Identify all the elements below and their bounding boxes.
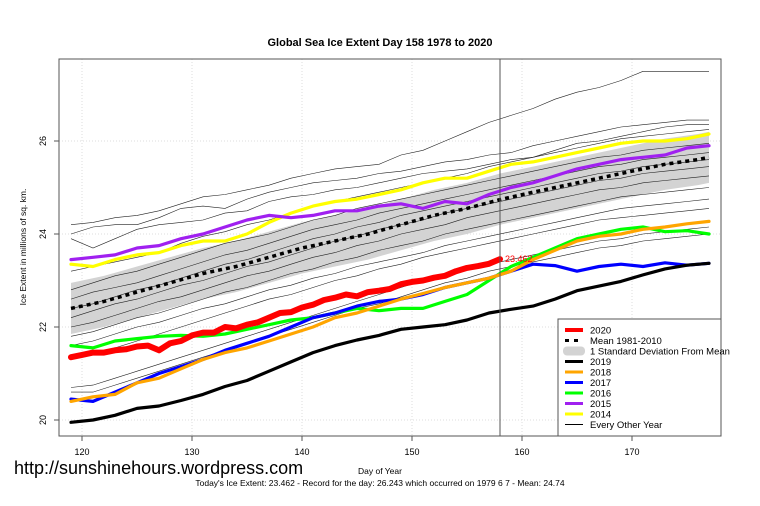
other-year-line-10 xyxy=(70,198,710,346)
x-tick-label-170: 170 xyxy=(624,447,639,457)
legend-label-3: 2019 xyxy=(590,357,611,368)
x-tick-label-160: 160 xyxy=(514,447,529,457)
legend-label-6: 2016 xyxy=(590,389,611,400)
other-year-line-4 xyxy=(70,143,710,291)
legend-box xyxy=(557,318,722,437)
legend-label-5: 2017 xyxy=(590,378,611,389)
current-value-label: 23.462 xyxy=(505,254,533,264)
other-year-line-6 xyxy=(70,159,710,309)
legend-label-0: 2020 xyxy=(590,326,611,337)
other-year-line-9 xyxy=(70,187,710,337)
x-tick-label-140: 140 xyxy=(294,447,309,457)
std-band-area xyxy=(71,131,709,334)
other-year-line-8 xyxy=(70,175,710,328)
other-year-line-5 xyxy=(70,152,710,300)
y-tick-label-26: 26 xyxy=(38,136,48,146)
x-axis-label: Day of Year xyxy=(358,466,402,476)
series-line-2016 xyxy=(69,225,711,350)
plot-frame xyxy=(58,58,722,437)
other-year-line-0 xyxy=(70,71,709,225)
x-tick-label-120: 120 xyxy=(74,447,89,457)
series-line-2019 xyxy=(69,261,711,424)
y-tick-label-20: 20 xyxy=(38,415,48,425)
series-lines xyxy=(68,132,711,424)
series-line-2020 xyxy=(68,256,503,361)
chart-title: Global Sea Ice Extent Day 158 1978 to 20… xyxy=(267,37,492,49)
x-tick-label-150: 150 xyxy=(404,447,419,457)
caption: Today's Ice Extent: 23.462 - Record for … xyxy=(195,478,565,488)
legend-label-2: 1 Standard Deviation From Mean xyxy=(590,347,730,358)
x-tick-label-130: 130 xyxy=(184,447,199,457)
series-line-2018 xyxy=(69,219,711,403)
y-tick-label-22: 22 xyxy=(38,322,48,332)
std-band xyxy=(71,131,709,334)
legend-label-1: Mean 1981-2010 xyxy=(590,336,662,347)
mean-line xyxy=(70,155,710,311)
series-line-2017 xyxy=(69,261,711,403)
mean-line-path xyxy=(70,155,710,311)
y-axis-label: Ice Extent in millions of sq. km. xyxy=(18,189,28,306)
other-year-line-11 xyxy=(70,208,710,360)
other-years xyxy=(70,71,710,393)
legend-label-7: 2015 xyxy=(590,399,611,410)
series-line-2015 xyxy=(69,144,711,262)
watermark: http://sunshinehours.wordpress.com xyxy=(14,458,304,478)
legend-label-4: 2018 xyxy=(590,368,611,379)
current-day-marker: 23.462 xyxy=(499,59,533,436)
other-year-line-3 xyxy=(70,129,710,272)
legend-label-9: Every Other Year xyxy=(590,420,662,431)
y-axis: 20 22 24 26 xyxy=(38,136,59,425)
legend-swatch-2 xyxy=(563,346,585,356)
x-axis: 120 130 140 150 160 170 xyxy=(74,436,640,457)
series-line-2014 xyxy=(69,132,711,269)
legend-label-8: 2014 xyxy=(590,410,611,421)
other-year-line-2 xyxy=(70,124,709,249)
y-tick-label-24: 24 xyxy=(38,229,48,239)
other-year-line-1 xyxy=(70,119,709,235)
